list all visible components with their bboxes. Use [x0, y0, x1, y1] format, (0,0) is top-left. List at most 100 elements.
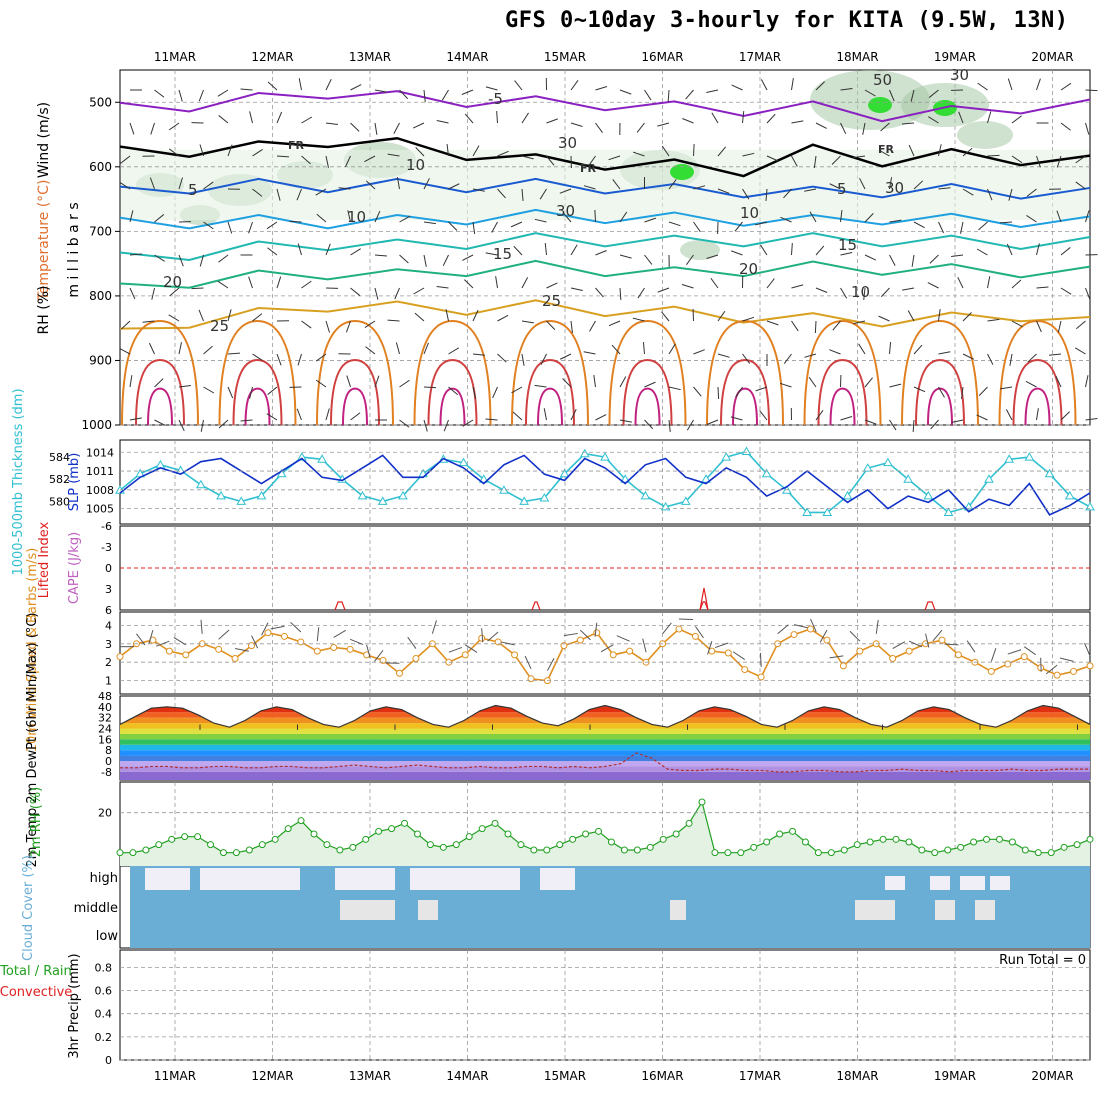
thickness-point: [822, 507, 833, 516]
wind-barb: [443, 419, 449, 432]
wind-barb: [791, 284, 804, 289]
cloud-gap-high: [960, 876, 985, 890]
wind10m-point: [675, 625, 683, 633]
wind-barb: [815, 409, 824, 421]
wind-barb: [958, 111, 964, 124]
wind-barb: [374, 122, 378, 135]
wind-barb: [840, 252, 853, 256]
wind-barb: [227, 352, 241, 355]
rh-shade: [680, 240, 720, 260]
thickness-point: [660, 501, 671, 511]
wind-barb: [880, 122, 890, 132]
wind-barb: [374, 89, 387, 93]
wind-barb: [642, 342, 645, 355]
wind-barb: [1006, 243, 1013, 256]
rh-point: [659, 835, 667, 843]
wind-barb: [978, 221, 988, 231]
surface-temp-contour: [232, 358, 283, 426]
wind-barb: [546, 282, 558, 289]
wind10m-point: [593, 629, 601, 637]
wind-barb: [668, 386, 681, 391]
rh-point: [776, 830, 784, 838]
wind-barb: [862, 122, 866, 135]
wind-barb: [864, 213, 874, 223]
wind-barb: [706, 89, 719, 93]
wind10m-panel: 4 3 2 1: [105, 618, 1094, 688]
wind10m-point: [215, 645, 223, 653]
thickness-point: [478, 474, 489, 483]
wind-barb: [315, 379, 327, 388]
wind-barb: [227, 386, 234, 399]
wind-barb: [154, 378, 164, 388]
wind-barb: [276, 111, 283, 124]
wind-barb: [864, 89, 876, 97]
wind-barb: [203, 386, 215, 394]
wind-barb: [119, 182, 131, 190]
wind-barb: [907, 310, 915, 322]
wind-barb: [987, 188, 993, 201]
wind-barb: [441, 89, 449, 101]
wind-barb: [297, 243, 302, 256]
wind-barb: [760, 244, 768, 256]
wind10m-point: [330, 643, 338, 651]
y-tick-label: 16: [98, 733, 112, 746]
thickness-tick: 580: [49, 495, 70, 508]
x-tick-bottom: 16MAR: [641, 1069, 683, 1083]
cloud-gap-mid: [670, 900, 686, 920]
wind-barb: [472, 145, 480, 157]
wind-barb: [595, 122, 603, 134]
wind-barb: [270, 625, 285, 630]
wind-barb: [1085, 287, 1091, 300]
wind-barb: [338, 187, 351, 190]
wind-barb: [765, 188, 768, 201]
wind-barb: [1011, 155, 1023, 164]
rh-area: [120, 802, 1090, 866]
wind-barb: [706, 254, 719, 259]
wind-barb: [261, 622, 269, 636]
slp-tick: 1008: [86, 484, 114, 497]
y-tick-label: 3: [105, 583, 112, 596]
wind-barb: [595, 287, 604, 298]
wind-barb: [668, 343, 676, 355]
wind-barb: [595, 250, 607, 256]
wind-barb: [570, 122, 583, 127]
rh-point: [672, 830, 680, 838]
wind-barb: [804, 188, 817, 192]
rh-point: [827, 849, 835, 857]
wind-barb: [681, 284, 694, 289]
wind-barb: [1005, 409, 1013, 421]
thickness-point: [1085, 501, 1095, 511]
wind-barb: [168, 148, 180, 157]
wind-barb: [129, 253, 142, 256]
wind-barb: [864, 377, 873, 388]
slp-tick: 1014: [86, 446, 114, 459]
contour-label: 20: [739, 260, 758, 278]
wind-barb: [276, 276, 282, 289]
thickness-point: [600, 452, 610, 461]
rh-point: [181, 833, 189, 841]
x-tick-bottom: 15MAR: [544, 1069, 586, 1083]
wind-barb: [595, 414, 607, 421]
wind-barb: [374, 210, 381, 223]
wind-barb: [686, 254, 694, 266]
wind-barb: [717, 146, 727, 157]
wind-barb: [521, 353, 525, 366]
cloud-layer-label: high: [90, 871, 118, 886]
wind-barb: [780, 216, 792, 223]
wind-barb: [399, 215, 411, 223]
x-tick-bottom: 14MAR: [446, 1069, 488, 1083]
temp-band: [120, 766, 1090, 772]
rh-line: [120, 800, 1091, 854]
surface-temp-contour: [330, 358, 380, 426]
x-tick-top: 20MAR: [1031, 50, 1073, 64]
y-tick-label: 6: [105, 604, 112, 617]
wind-barb: [808, 376, 817, 388]
wind-barb: [1057, 320, 1062, 333]
temp-band: [120, 755, 1090, 762]
wind-barb: [276, 188, 281, 201]
contour-label: 10: [740, 204, 759, 222]
wind-barb: [423, 386, 437, 389]
rh-point: [1086, 835, 1094, 843]
wind-barb: [485, 86, 498, 91]
ytitle-wind10m: 10m Wind Speed & Barbs (m/s): [25, 548, 40, 753]
